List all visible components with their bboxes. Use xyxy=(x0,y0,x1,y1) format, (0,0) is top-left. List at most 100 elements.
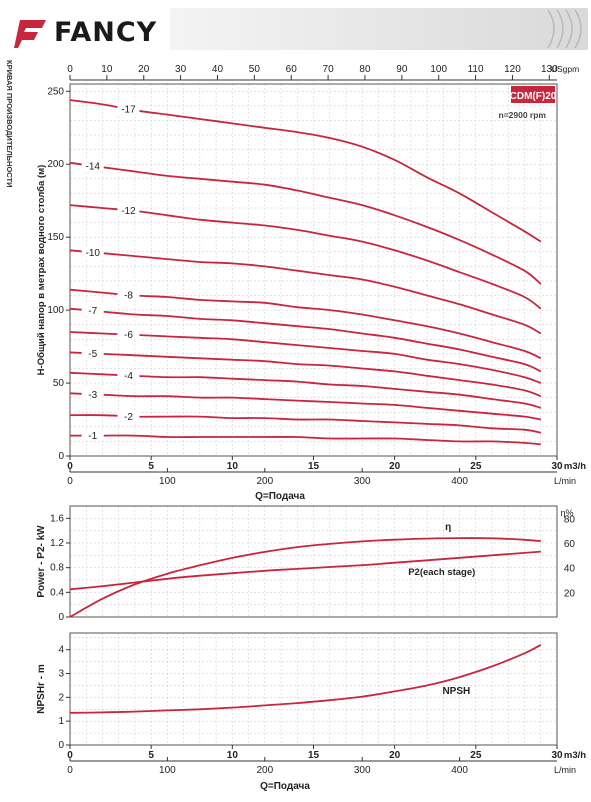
stage-label: -6 xyxy=(124,330,133,341)
y-tick-label: 1.6 xyxy=(50,513,64,524)
y-tick-label: 0.8 xyxy=(50,563,64,574)
stage-label: -8 xyxy=(124,290,133,301)
x-axis-title: Q=Подача xyxy=(255,491,305,502)
usgpm-tick-label: 100 xyxy=(430,64,447,75)
stage-label-bg xyxy=(117,369,140,381)
x-tick-label: 10 xyxy=(227,461,239,472)
lmin-tick-label: 400 xyxy=(451,476,468,487)
plot-frame xyxy=(69,505,558,618)
stage-label: -17 xyxy=(121,105,136,116)
header-wave-icon xyxy=(547,9,555,49)
x-tick-label: 20 xyxy=(389,750,401,761)
head-curve xyxy=(69,371,542,409)
lmin-tick-label: 100 xyxy=(159,765,176,776)
stage-label-bg xyxy=(81,304,104,316)
y-tick-label: 0 xyxy=(58,740,64,751)
stage-label-bg xyxy=(117,103,140,115)
stage-label: -12 xyxy=(121,206,136,217)
lmin-tick-label: 0 xyxy=(67,765,73,776)
head-curve xyxy=(69,307,542,373)
y2-tick-label: 40 xyxy=(564,564,576,575)
y2-axis-title: η% xyxy=(560,508,573,518)
power-curve xyxy=(69,550,541,591)
stage-label: -5 xyxy=(88,349,97,360)
lmin-tick-label: 200 xyxy=(256,765,273,776)
y-tick-label: 3 xyxy=(58,669,64,680)
x-tick-label: 15 xyxy=(308,461,320,472)
y-tick-label: 2 xyxy=(58,692,64,703)
y-tick-label: 0 xyxy=(58,612,64,623)
head-curve xyxy=(69,351,542,398)
y-tick-label: 4 xyxy=(58,645,64,656)
stage-label-bg xyxy=(117,288,140,300)
model-badge xyxy=(511,86,555,103)
y-tick-label: 150 xyxy=(47,232,64,243)
lmin-tick-label: 400 xyxy=(451,765,468,776)
head-curve xyxy=(69,99,542,243)
stage-label-bg xyxy=(117,328,140,340)
usgpm-tick-label: 70 xyxy=(323,64,335,75)
x-tick-label: 0 xyxy=(67,750,73,761)
stage-label: -1 xyxy=(88,431,97,442)
stage-label-bg xyxy=(117,204,140,216)
y2-tick-label: 60 xyxy=(564,539,576,550)
head-curve xyxy=(69,204,542,310)
speed-label: n=2900 rpm xyxy=(499,110,547,120)
power-label: P2(each stage) xyxy=(408,567,475,578)
usgpm-tick-label: 130 xyxy=(541,64,558,75)
y2-tick-label: 20 xyxy=(564,588,576,599)
stage-label-bg xyxy=(81,388,104,400)
usgpm-tick-label: 90 xyxy=(396,64,408,75)
y-tick-label: 1 xyxy=(58,716,64,727)
x-tick-label: 0 xyxy=(67,461,73,472)
lmin-tick-label: 0 xyxy=(67,476,73,487)
y-tick-label: 100 xyxy=(47,305,64,316)
stage-label: -3 xyxy=(88,390,97,401)
stage-label: -14 xyxy=(86,161,101,172)
header-wave-icon xyxy=(574,9,582,49)
x-unit: m3/h xyxy=(564,750,586,761)
head-curve xyxy=(69,249,542,335)
usgpm-tick-label: 110 xyxy=(468,64,484,75)
lmin-tick-label: 100 xyxy=(159,476,176,487)
stage-label-bg xyxy=(81,159,104,171)
model-badge-label: CDM(F)20 xyxy=(510,91,557,102)
npsh-label: NPSH xyxy=(442,686,470,697)
usgpm-tick-label: 120 xyxy=(504,64,521,75)
efficiency-curve xyxy=(69,537,541,618)
y-axis-title: Power - P2- kW xyxy=(36,525,47,598)
usgpm-tick-label: 10 xyxy=(101,64,113,75)
npsh-curve xyxy=(69,644,542,714)
stage-label-bg xyxy=(81,347,104,359)
lmin-unit: L/min xyxy=(554,765,576,775)
x-tick-label: 30 xyxy=(551,750,563,761)
head-curve xyxy=(69,161,542,285)
header-wave-icon xyxy=(565,9,573,49)
x-tick-label: 20 xyxy=(389,461,401,472)
stage-label: -7 xyxy=(88,306,97,317)
header-band xyxy=(170,8,588,50)
usgpm-tick-label: 50 xyxy=(249,64,261,75)
lmin-tick-label: 300 xyxy=(354,765,371,776)
head-curve xyxy=(69,414,541,434)
x-tick-label: 25 xyxy=(470,461,482,472)
lmin-unit: L/min xyxy=(554,476,576,486)
x-tick-label: 5 xyxy=(148,750,154,761)
fancy-logo-icon xyxy=(14,20,46,48)
y-axis-title: H-Общий напор в метрах водного столба (м… xyxy=(36,165,47,376)
stage-label: -10 xyxy=(86,248,101,259)
header-wave-icon xyxy=(556,9,564,49)
y2-tick-label: 80 xyxy=(564,514,576,525)
head-curve xyxy=(69,288,542,360)
y-tick-label: 0.4 xyxy=(50,587,64,598)
stage-label: -2 xyxy=(124,412,133,423)
x-tick-label: 15 xyxy=(308,750,320,761)
efficiency-label: η xyxy=(445,522,451,533)
x-unit: m3/h xyxy=(564,461,586,472)
head-curve xyxy=(69,331,542,384)
brand-name: FANCY xyxy=(54,17,158,48)
head-curve xyxy=(70,434,541,446)
y-axis-title: NPSHr - m xyxy=(36,664,47,714)
brand-logo: FANCY xyxy=(14,14,164,50)
